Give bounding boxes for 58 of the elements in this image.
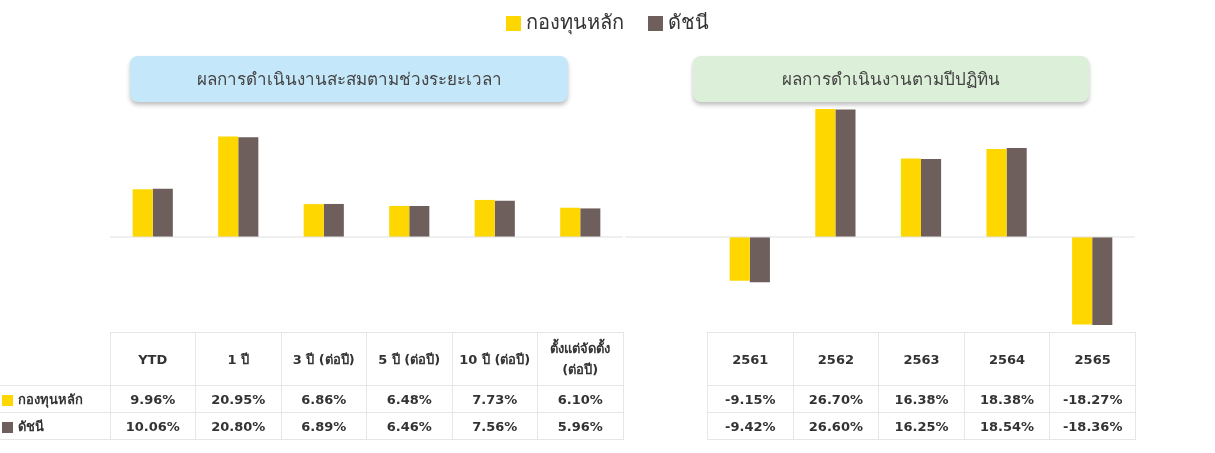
legend-label: ดัชนี <box>667 10 709 34</box>
category-label: YTD <box>138 351 168 367</box>
bar <box>474 199 495 237</box>
category-label: 2564 <box>988 351 1026 367</box>
data-label: -9.15% <box>707 385 794 413</box>
data-label: 20.80% <box>195 412 281 440</box>
bar <box>1072 236 1093 325</box>
bar <box>389 205 410 237</box>
bar <box>409 206 430 237</box>
legend-label: กองทุนหลัก <box>525 10 624 34</box>
category-label: 3 ปี (ต่อปี) <box>292 351 355 367</box>
data-label: -18.36% <box>1049 412 1136 440</box>
text: กองทุนหลัก <box>18 391 83 407</box>
category-label: 2565 <box>1074 351 1111 367</box>
data-label: 6.89% <box>281 412 367 440</box>
bar <box>986 148 1007 237</box>
text: ดัชนี <box>18 418 44 434</box>
data-label: 26.70% <box>793 385 879 413</box>
bar <box>815 109 836 237</box>
bar <box>921 159 942 237</box>
data-label: 5.96% <box>537 412 623 440</box>
bar <box>749 236 770 283</box>
data-label: 16.38% <box>878 385 965 413</box>
data-label: 6.46% <box>366 412 452 440</box>
category-label: 5 ปี (ต่อปี) <box>378 351 441 367</box>
category-label: 2561 <box>732 351 769 367</box>
data-label: 6.10% <box>537 385 623 413</box>
data-label: 7.73% <box>452 385 538 413</box>
bar <box>1006 148 1027 237</box>
bar <box>560 207 581 237</box>
data-label: 10.06% <box>110 412 196 440</box>
bar <box>729 236 750 281</box>
data-label: 18.38% <box>964 385 1050 413</box>
data-label: 6.48% <box>366 385 452 413</box>
bar <box>218 136 239 237</box>
bar <box>494 200 515 237</box>
category-label: 2562 <box>817 351 854 367</box>
bar <box>303 204 324 237</box>
data-label: -9.42% <box>707 412 794 440</box>
bar <box>132 189 153 237</box>
data-label: 6.86% <box>281 385 367 413</box>
data-label: 20.95% <box>195 385 281 413</box>
bar <box>900 158 921 237</box>
data-label: 18.54% <box>964 412 1050 440</box>
data-label: 7.56% <box>452 412 538 440</box>
bar <box>323 203 344 237</box>
category-label: 10 ปี (ต่อปี) <box>459 351 531 367</box>
bar <box>580 208 601 237</box>
bar <box>152 188 173 237</box>
bar <box>238 137 259 237</box>
data-label: -18.27% <box>1049 385 1136 413</box>
category-label: 1 ปี <box>227 351 250 367</box>
data-label: 26.60% <box>793 412 879 440</box>
bar <box>835 109 856 237</box>
category-label: 2563 <box>903 351 940 367</box>
data-label: 9.96% <box>110 385 196 413</box>
bar <box>1092 236 1113 325</box>
data-label: 16.25% <box>878 412 965 440</box>
